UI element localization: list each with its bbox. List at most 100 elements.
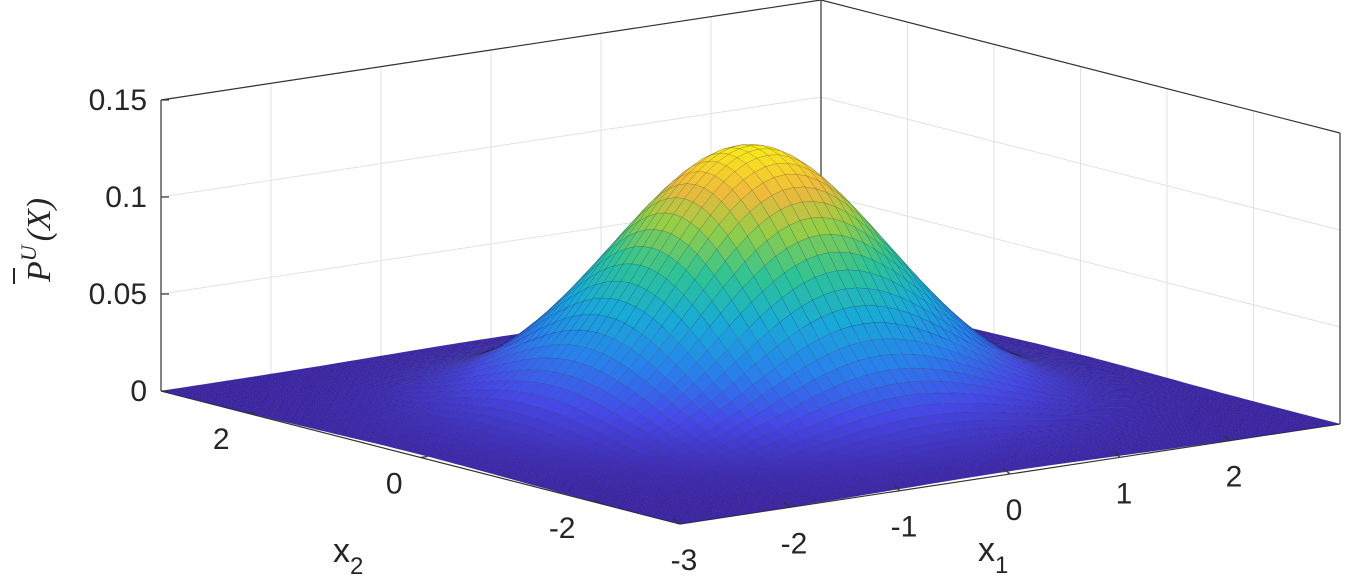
surface-patch	[758, 405, 780, 422]
surface-patch	[784, 173, 806, 188]
surface-patch	[509, 334, 530, 350]
surface-patch	[384, 375, 404, 380]
surface-patch	[532, 383, 553, 397]
surface-patch	[617, 491, 638, 497]
surface-patch	[878, 289, 899, 311]
surface-patch	[764, 473, 786, 481]
surface-patch	[527, 407, 549, 419]
surface-patch	[600, 486, 621, 492]
surface-patch	[671, 166, 692, 183]
surface-patch	[731, 287, 752, 315]
surface-patch	[1034, 461, 1055, 467]
surface-patch	[291, 403, 312, 408]
surface-patch	[1169, 421, 1190, 426]
surface-patch	[487, 355, 508, 368]
surface-patch	[880, 485, 901, 491]
surface-patch	[698, 326, 719, 351]
surface-patch	[1217, 425, 1238, 431]
surface-patch	[1280, 420, 1301, 425]
surface-patch	[583, 480, 603, 487]
surface-patch	[885, 441, 906, 451]
surface-patch	[803, 475, 825, 483]
surface-patch	[406, 370, 426, 374]
surface-patch	[285, 397, 305, 402]
surface-patch	[550, 487, 570, 493]
surface-patch	[790, 306, 811, 331]
surface-patch	[1298, 424, 1319, 430]
surface-patch	[323, 366, 344, 371]
surface-patch	[507, 449, 529, 457]
surface-patch	[571, 363, 593, 380]
surface-patch	[767, 154, 788, 165]
surface-patch	[1045, 459, 1066, 465]
surface-patch	[1015, 399, 1037, 409]
surface-patch	[1239, 422, 1260, 428]
surface-patch	[854, 439, 876, 450]
surface-patch	[898, 428, 920, 440]
surface-patch	[1183, 398, 1204, 403]
surface-patch	[727, 222, 748, 249]
surface-patch	[1023, 462, 1044, 469]
surface-patch	[948, 349, 969, 367]
x2-tick-mark	[247, 411, 255, 414]
surface-patch	[755, 469, 777, 477]
surface-patch	[604, 497, 625, 503]
surface-patch	[635, 289, 656, 313]
surface-patch	[1251, 403, 1271, 408]
surface-patch	[792, 478, 814, 485]
surface-patch	[668, 462, 690, 471]
surface-patch	[764, 255, 785, 282]
surface-patch	[1112, 410, 1133, 416]
surface-patch	[578, 383, 599, 399]
surface-patch	[552, 373, 573, 389]
surface-patch	[1085, 384, 1106, 390]
surface-patch	[1155, 394, 1175, 399]
surface-patch	[1051, 361, 1072, 365]
surface-patch	[703, 175, 725, 194]
surface-patch	[1126, 389, 1147, 394]
surface-patch	[672, 479, 694, 486]
surface-patch	[510, 403, 531, 414]
surface-patch	[404, 360, 425, 365]
surface-patch	[589, 370, 610, 388]
surface-patch	[1268, 408, 1289, 413]
surface-patch	[710, 454, 731, 464]
surface-patch	[1252, 417, 1273, 422]
surface-patch	[724, 471, 746, 479]
surface-patch	[492, 343, 513, 357]
surface-patch	[1058, 429, 1080, 436]
surface-patch	[1140, 385, 1161, 390]
surface-patch	[590, 248, 611, 271]
surface-patch	[1008, 339, 1029, 343]
surface-patch	[1244, 415, 1264, 420]
surface-patch	[1107, 439, 1128, 445]
surface-patch	[1049, 381, 1070, 390]
surface-patch	[810, 217, 832, 236]
surface-patch	[1089, 453, 1110, 459]
surface-patch	[1031, 357, 1052, 362]
surface-patch	[720, 300, 741, 327]
surface-patch	[568, 278, 589, 299]
surface-patch	[741, 144, 762, 146]
surface-patch	[1131, 432, 1152, 438]
surface-patch	[628, 354, 649, 376]
surface-patch	[329, 388, 349, 394]
surface-patch	[648, 462, 670, 471]
surface-patch	[1116, 422, 1137, 427]
surface-patch	[1214, 429, 1235, 435]
surface-patch	[988, 446, 1010, 454]
surface-patch	[1111, 396, 1131, 401]
surface-patch	[531, 431, 553, 441]
surface-patch	[1099, 369, 1120, 373]
surface-patch	[1025, 378, 1046, 389]
surface-patch	[895, 473, 917, 480]
surface-patch	[1062, 399, 1083, 407]
surface-patch	[816, 492, 837, 498]
surface-patch	[1122, 449, 1143, 455]
x1-tick-label: -2	[781, 527, 808, 560]
surface-patch	[760, 195, 781, 217]
surface-patch	[1029, 357, 1050, 363]
surface-patch	[700, 153, 720, 163]
surface-patch	[451, 419, 473, 428]
